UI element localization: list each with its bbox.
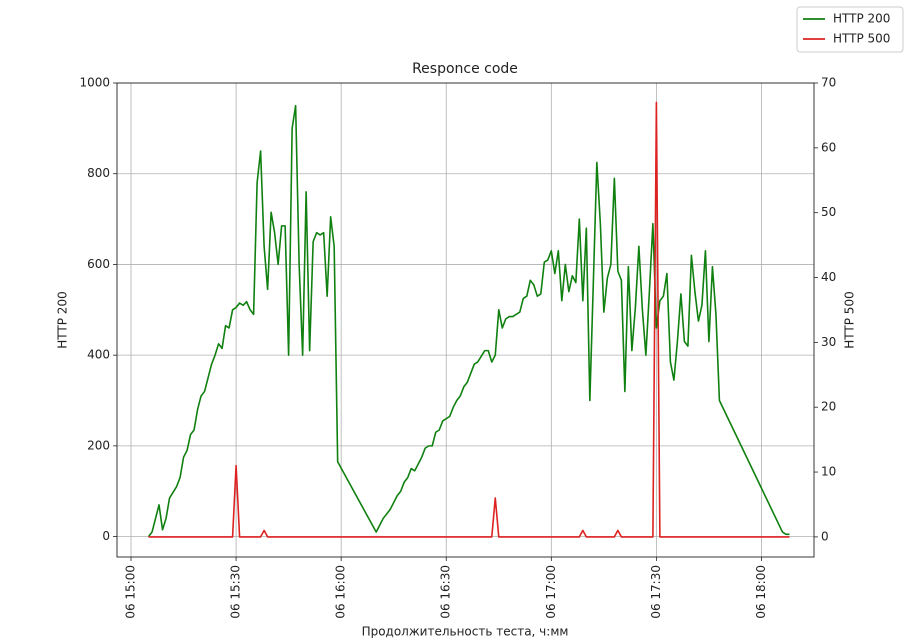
legend-label: HTTP 200 [833, 12, 890, 26]
y2-tick-label: 0 [821, 529, 829, 543]
series-line [148, 101, 790, 538]
y-tick-label: 600 [87, 257, 110, 271]
y2-tick-label: 20 [821, 400, 836, 414]
y-tick-label: 800 [87, 166, 110, 180]
x-tick-label: 06 15:00 [124, 565, 138, 619]
y2-tick-label: 40 [821, 270, 836, 284]
y-tick-label: 200 [87, 438, 110, 452]
x-axis-label: Продолжительность теста, ч:мм [362, 625, 569, 639]
series-line [147, 104, 790, 538]
y-axis-label: HTTP 200 [56, 291, 70, 348]
y2-tick-label: 30 [821, 335, 836, 349]
y-tick-label: 400 [87, 348, 110, 362]
y-tick-label: 1000 [79, 76, 110, 90]
x-tick-label: 06 15:30 [229, 565, 243, 619]
x-tick-label: 06 18:00 [754, 565, 768, 619]
y2-tick-label: 70 [821, 76, 836, 90]
y2-tick-label: 10 [821, 465, 836, 479]
x-tick-label: 06 17:30 [649, 565, 663, 619]
x-tick-label: 06 17:00 [544, 565, 558, 619]
x-tick-label: 06 16:30 [439, 565, 453, 619]
plot-frame [116, 82, 815, 558]
chart-title: Responce code [412, 61, 518, 77]
y2-tick-label: 60 [821, 140, 836, 154]
y-tick-label: 0 [102, 529, 110, 543]
x-tick-label: 06 16:00 [334, 565, 348, 619]
legend-label: HTTP 500 [833, 32, 890, 46]
y2-axis-label: HTTP 500 [843, 291, 857, 348]
y2-tick-label: 50 [821, 205, 836, 219]
